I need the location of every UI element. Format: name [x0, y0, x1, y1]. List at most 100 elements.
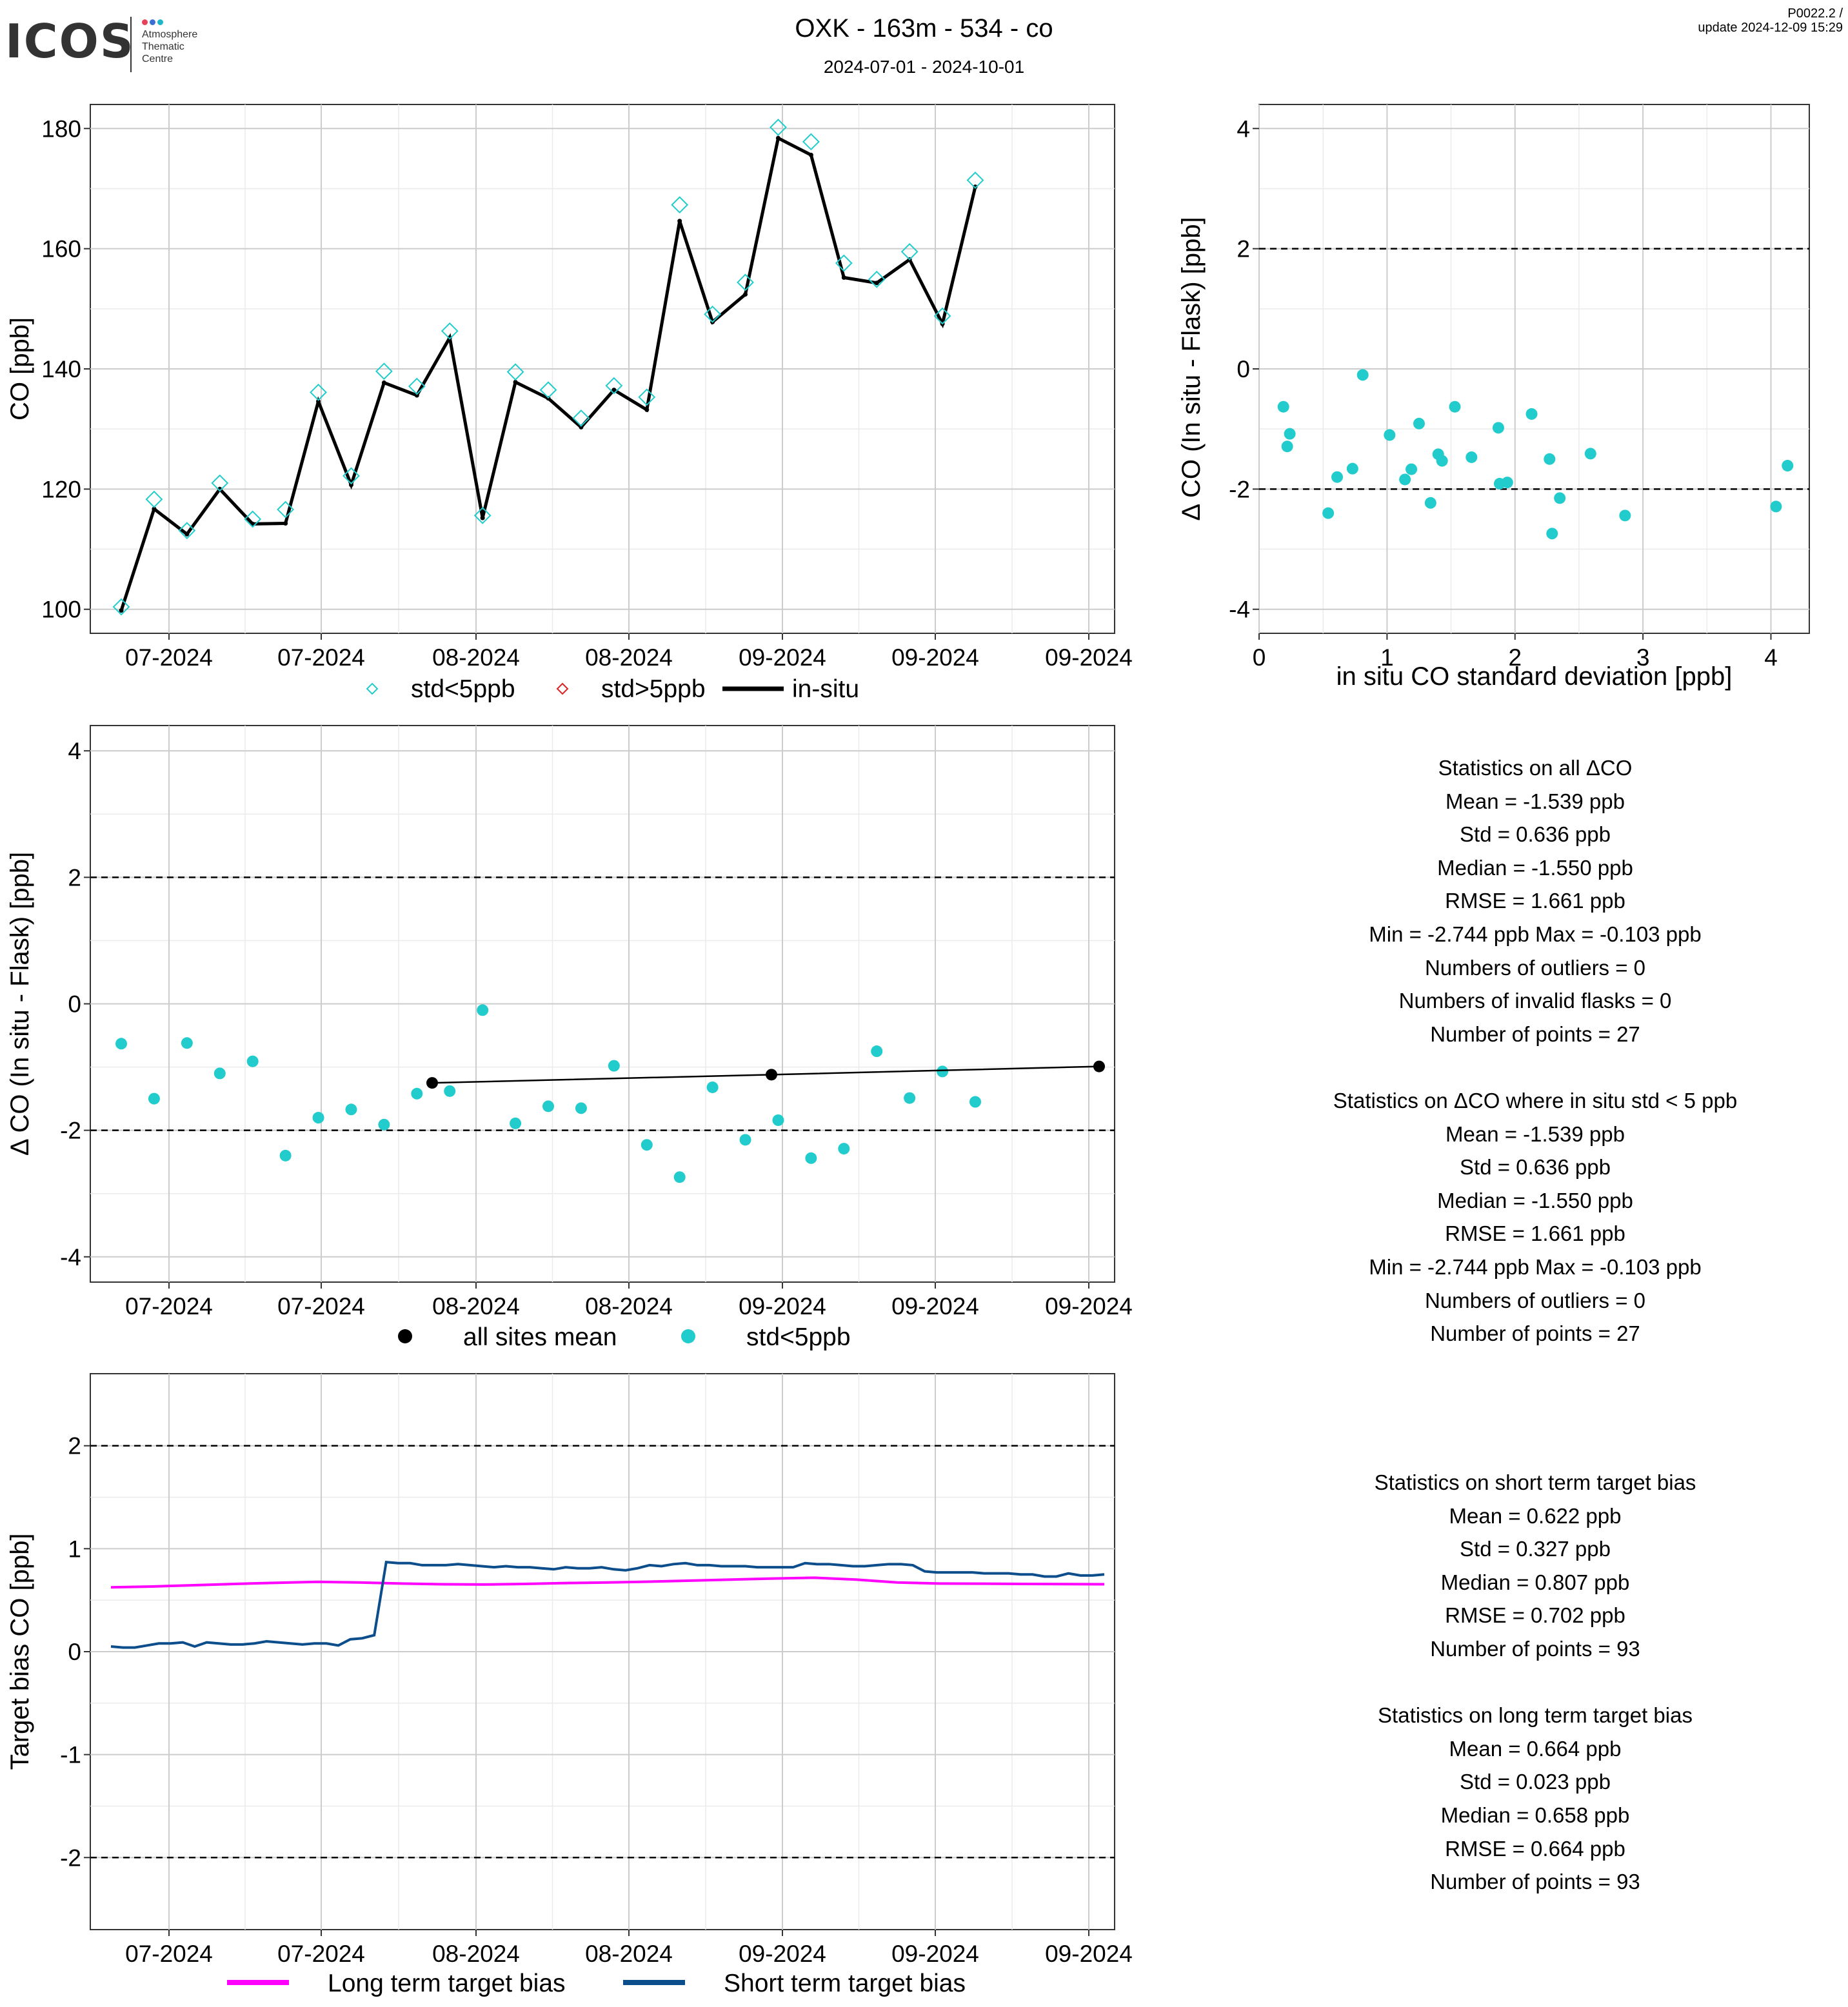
x-tick-label: 3: [1636, 644, 1650, 671]
delta-point: [411, 1087, 423, 1100]
stats-target-block: Statistics on short term target bias Mea…: [1232, 1466, 1838, 1899]
flask-diamond: [770, 118, 787, 136]
flask-diamond: [375, 362, 393, 381]
all-sites-mean-point: [1093, 1060, 1105, 1073]
in-situ-point: [677, 219, 682, 224]
scatter-point: [1322, 507, 1335, 519]
scatter-point: [1546, 528, 1558, 540]
delta-point: [937, 1065, 949, 1078]
x-tick-label: 09-2024: [891, 644, 979, 671]
in-situ-point: [611, 388, 617, 393]
scatter-point: [1770, 500, 1782, 513]
stats-mean: Mean = -1.539 ppb: [1446, 789, 1625, 813]
scatter-point: [1492, 422, 1504, 434]
in-situ-point: [381, 380, 386, 385]
stats-heading: Statistics on ΔCO where in situ std < 5 …: [1333, 1088, 1738, 1112]
stats-std: Std = 0.327 ppb: [1460, 1537, 1611, 1561]
legend-diamond-red: [556, 682, 569, 695]
in-situ-point: [447, 335, 452, 341]
delta-point: [739, 1134, 751, 1146]
flask-diamond: [310, 383, 327, 401]
legend-label: std>5ppb: [601, 675, 706, 703]
scatter-point: [1436, 455, 1448, 467]
scatter-point: [1277, 400, 1289, 413]
legend-dot-black: [398, 1329, 412, 1343]
y-axis-label: Δ CO (In situ - Flask) [ppb]: [1177, 217, 1206, 520]
stats-median: Median = 0.658 ppb: [1440, 1803, 1630, 1827]
long-term-bias-line: [110, 1576, 1105, 1589]
delta-point: [279, 1149, 292, 1162]
x-tick-label: 07-2024: [277, 1293, 365, 1320]
stats-outliers: Numbers of outliers = 0: [1424, 1288, 1646, 1312]
date-range: 2024-07-01 - 2024-10-01: [823, 57, 1025, 77]
y-tick-label: -4: [1229, 597, 1250, 623]
in-situ-point: [579, 424, 584, 430]
flask-diamond: [277, 500, 295, 519]
legend-label: Short term target bias: [724, 1970, 966, 1997]
scatter-point: [1413, 417, 1425, 430]
flask-diamond: [638, 388, 656, 406]
flask-diamond: [539, 381, 557, 399]
flask-diamond: [145, 490, 163, 508]
flask-diamond: [178, 522, 196, 540]
flask-diamond: [506, 363, 524, 381]
flask-diamond: [605, 377, 623, 395]
flask-diamond: [933, 307, 951, 325]
in-situ-point: [152, 506, 157, 511]
logo-divider: [130, 17, 132, 72]
flask-diamond: [835, 254, 853, 272]
x-axis-label: in situ CO standard deviation [ppb]: [1336, 662, 1733, 691]
stats-spacer: [1232, 1051, 1838, 1084]
y-tick-label: 0: [1237, 356, 1250, 382]
x-tick-label: 0: [1253, 644, 1266, 671]
stats-points: Number of points = 27: [1430, 1321, 1640, 1346]
stats-points: Number of points = 93: [1430, 1636, 1640, 1661]
flask-diamond: [441, 322, 459, 340]
stats-outliers: Numbers of outliers = 0: [1424, 955, 1646, 980]
flask-diamond: [868, 270, 886, 288]
scatter-point: [1501, 477, 1513, 489]
flask-diamond: [737, 273, 754, 292]
flask-diamond: [704, 305, 722, 323]
x-tick-label: 09-2024: [739, 1293, 826, 1320]
in-situ-point: [119, 608, 124, 613]
delta-point: [510, 1117, 522, 1129]
scatter-point: [1281, 440, 1293, 453]
in-situ-point: [743, 292, 748, 297]
scatter-point: [1399, 473, 1411, 486]
delta-point: [805, 1152, 817, 1164]
stats-median: Median = 0.807 ppb: [1440, 1570, 1630, 1594]
delta-point: [148, 1092, 160, 1105]
stats-minmax: Min = -2.744 ppb Max = -0.103 ppb: [1369, 922, 1702, 946]
stats-points: Number of points = 27: [1430, 1022, 1640, 1046]
stats-heading: Statistics on all ΔCO: [1438, 756, 1633, 780]
y-tick-label: 4: [68, 738, 81, 764]
scatter-point: [1525, 408, 1538, 420]
delta-point: [706, 1081, 719, 1093]
x-tick-label: 09-2024: [739, 1941, 826, 1967]
delta-point: [246, 1055, 259, 1067]
delta-point: [641, 1139, 653, 1151]
stats-rmse: RMSE = 1.661 ppb: [1445, 1221, 1625, 1246]
scatter-point: [1284, 428, 1296, 440]
in-situ-point: [775, 135, 780, 141]
delta-point: [477, 1004, 489, 1016]
flask-diamond: [343, 467, 360, 485]
y-tick-label: 180: [41, 115, 81, 142]
y-tick-label: 2: [1237, 236, 1250, 262]
stats-spacer: [1232, 1666, 1838, 1699]
logo-subtitle: Atmosphere Thematic Centre: [142, 28, 197, 65]
in-situ-point: [414, 393, 419, 398]
x-tick-label: 09-2024: [891, 1293, 979, 1320]
delta-point: [378, 1118, 390, 1131]
stats-heading: Statistics on long term target bias: [1378, 1703, 1693, 1728]
flask-diamond: [244, 510, 262, 528]
stats-minmax: Min = -2.744 ppb Max = -0.103 ppb: [1369, 1254, 1702, 1279]
stats-rmse: RMSE = 0.702 ppb: [1445, 1603, 1625, 1628]
stats-points: Number of points = 93: [1430, 1870, 1640, 1894]
stats-mean: Mean = 0.664 ppb: [1449, 1736, 1622, 1761]
legend-label: std<5ppb: [411, 675, 515, 703]
scatter-point: [1554, 492, 1566, 504]
logo-dot: [142, 19, 148, 25]
